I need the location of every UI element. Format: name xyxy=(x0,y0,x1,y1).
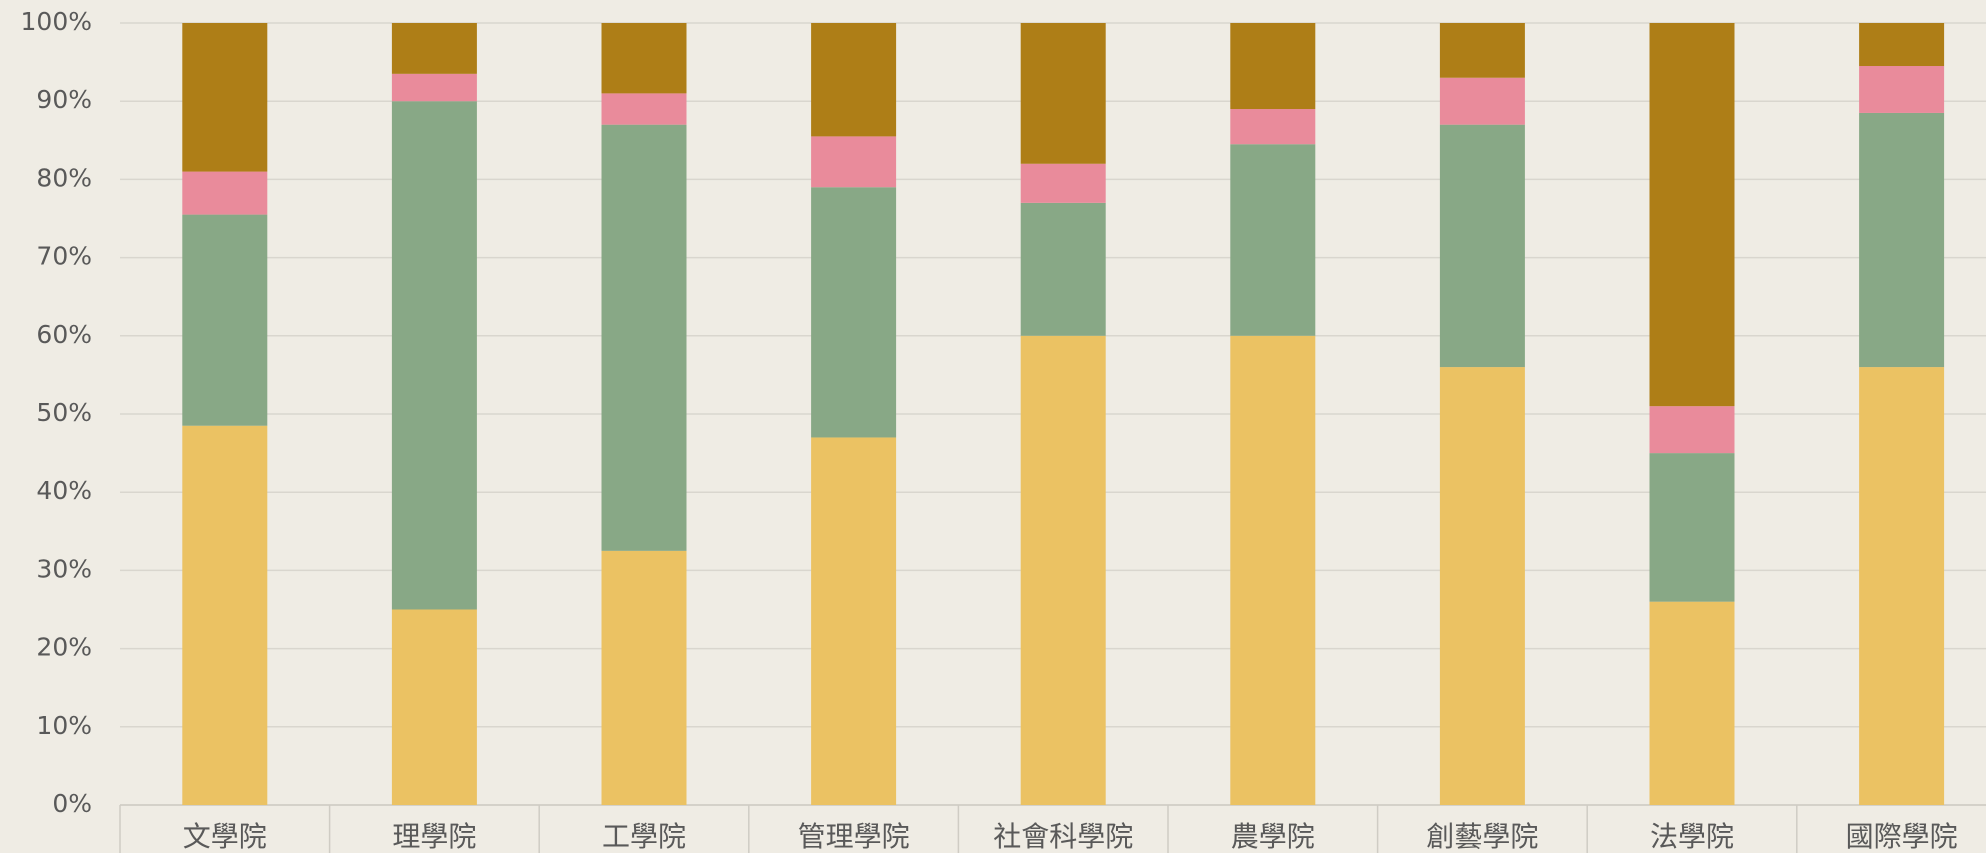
bar-segment xyxy=(1439,23,1525,78)
bar-segment xyxy=(182,214,268,426)
y-tick-label: 90% xyxy=(36,85,92,114)
bar-segment xyxy=(1230,109,1316,145)
bar-segment xyxy=(391,609,477,805)
bar-segment xyxy=(182,425,268,805)
x-tick-label: 管理學院 xyxy=(798,820,910,853)
bar-segment xyxy=(1439,124,1525,368)
bar-segment xyxy=(601,23,687,94)
bar-segment xyxy=(1649,601,1735,805)
y-tick-label: 70% xyxy=(36,242,92,271)
bar-segment xyxy=(811,187,897,438)
bar-segment xyxy=(1020,163,1106,203)
bar-segment xyxy=(811,437,897,805)
bar-segment xyxy=(1649,406,1735,454)
x-tick-label: 國際學院 xyxy=(1846,820,1958,853)
bar-segment xyxy=(1230,144,1316,336)
bar-segment xyxy=(391,73,477,102)
x-tick-label: 社會科學院 xyxy=(993,820,1133,853)
y-tick-label: 40% xyxy=(36,476,92,505)
bar-segment xyxy=(182,171,268,215)
bar-segment xyxy=(1649,453,1735,602)
bar-segment xyxy=(811,23,897,137)
bar-segment xyxy=(1230,335,1316,805)
bar-segment xyxy=(391,23,477,74)
x-tick-label: 創藝學院 xyxy=(1426,820,1538,853)
y-tick-label: 60% xyxy=(36,320,92,349)
bar-segment xyxy=(1859,112,1945,368)
bar-segment xyxy=(1859,367,1945,805)
bar-segment xyxy=(1020,202,1106,336)
bar-segment xyxy=(1230,23,1316,110)
bar-segment xyxy=(182,23,268,172)
x-tick-label: 理學院 xyxy=(392,820,476,853)
bar-segment xyxy=(1439,77,1525,125)
y-tick-label: 10% xyxy=(36,711,92,740)
bar-segment xyxy=(811,136,897,188)
x-tick-label: 文學院 xyxy=(183,820,267,853)
bar-segment xyxy=(601,93,687,125)
y-tick-label: 30% xyxy=(36,554,92,583)
y-tick-label: 50% xyxy=(36,398,92,427)
bar-segment xyxy=(601,550,687,805)
y-tick-label: 100% xyxy=(21,7,92,36)
bar-segment xyxy=(1439,367,1525,805)
bar-segment xyxy=(601,124,687,551)
x-tick-label: 農學院 xyxy=(1231,820,1315,853)
bar-segment xyxy=(1020,23,1106,164)
bar-segment xyxy=(1020,335,1106,805)
bar-segment xyxy=(1859,66,1945,113)
x-tick-label: 法學院 xyxy=(1650,820,1734,853)
bar-segment xyxy=(391,101,477,610)
y-tick-label: 80% xyxy=(36,163,92,192)
y-tick-label: 0% xyxy=(52,789,92,818)
y-tick-label: 20% xyxy=(36,633,92,662)
bar-segment xyxy=(1859,23,1945,67)
x-tick-label: 工學院 xyxy=(602,820,686,853)
bar-segment xyxy=(1649,23,1735,407)
